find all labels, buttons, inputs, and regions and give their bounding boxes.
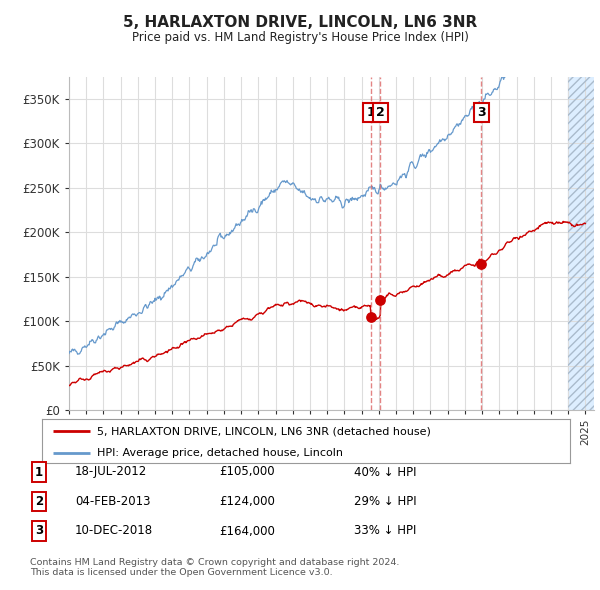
Point — [366, 312, 376, 322]
Text: Contains HM Land Registry data © Crown copyright and database right 2024.
This d: Contains HM Land Registry data © Crown c… — [30, 558, 400, 577]
Text: 1: 1 — [35, 466, 43, 478]
Text: 33% ↓ HPI: 33% ↓ HPI — [354, 525, 416, 537]
Bar — [568, 77, 594, 410]
Text: £124,000: £124,000 — [219, 495, 275, 508]
Text: 5, HARLAXTON DRIVE, LINCOLN, LN6 3NR: 5, HARLAXTON DRIVE, LINCOLN, LN6 3NR — [123, 15, 477, 30]
Text: 2: 2 — [35, 495, 43, 508]
Text: 5, HARLAXTON DRIVE, LINCOLN, LN6 3NR (detached house): 5, HARLAXTON DRIVE, LINCOLN, LN6 3NR (de… — [97, 427, 431, 436]
Text: 10-DEC-2018: 10-DEC-2018 — [75, 525, 153, 537]
Text: £164,000: £164,000 — [219, 525, 275, 537]
Text: HPI: Average price, detached house, Lincoln: HPI: Average price, detached house, Linc… — [97, 448, 343, 458]
Point — [376, 295, 385, 304]
Text: 1: 1 — [367, 106, 375, 119]
Text: 04-FEB-2013: 04-FEB-2013 — [75, 495, 151, 508]
Text: £105,000: £105,000 — [219, 466, 275, 478]
Point — [476, 260, 486, 269]
Text: 29% ↓ HPI: 29% ↓ HPI — [354, 495, 416, 508]
Text: 3: 3 — [477, 106, 485, 119]
Text: 40% ↓ HPI: 40% ↓ HPI — [354, 466, 416, 478]
Text: 2: 2 — [376, 106, 385, 119]
Text: Price paid vs. HM Land Registry's House Price Index (HPI): Price paid vs. HM Land Registry's House … — [131, 31, 469, 44]
Text: 3: 3 — [35, 525, 43, 537]
Bar — [568, 77, 594, 410]
Text: 18-JUL-2012: 18-JUL-2012 — [75, 466, 147, 478]
